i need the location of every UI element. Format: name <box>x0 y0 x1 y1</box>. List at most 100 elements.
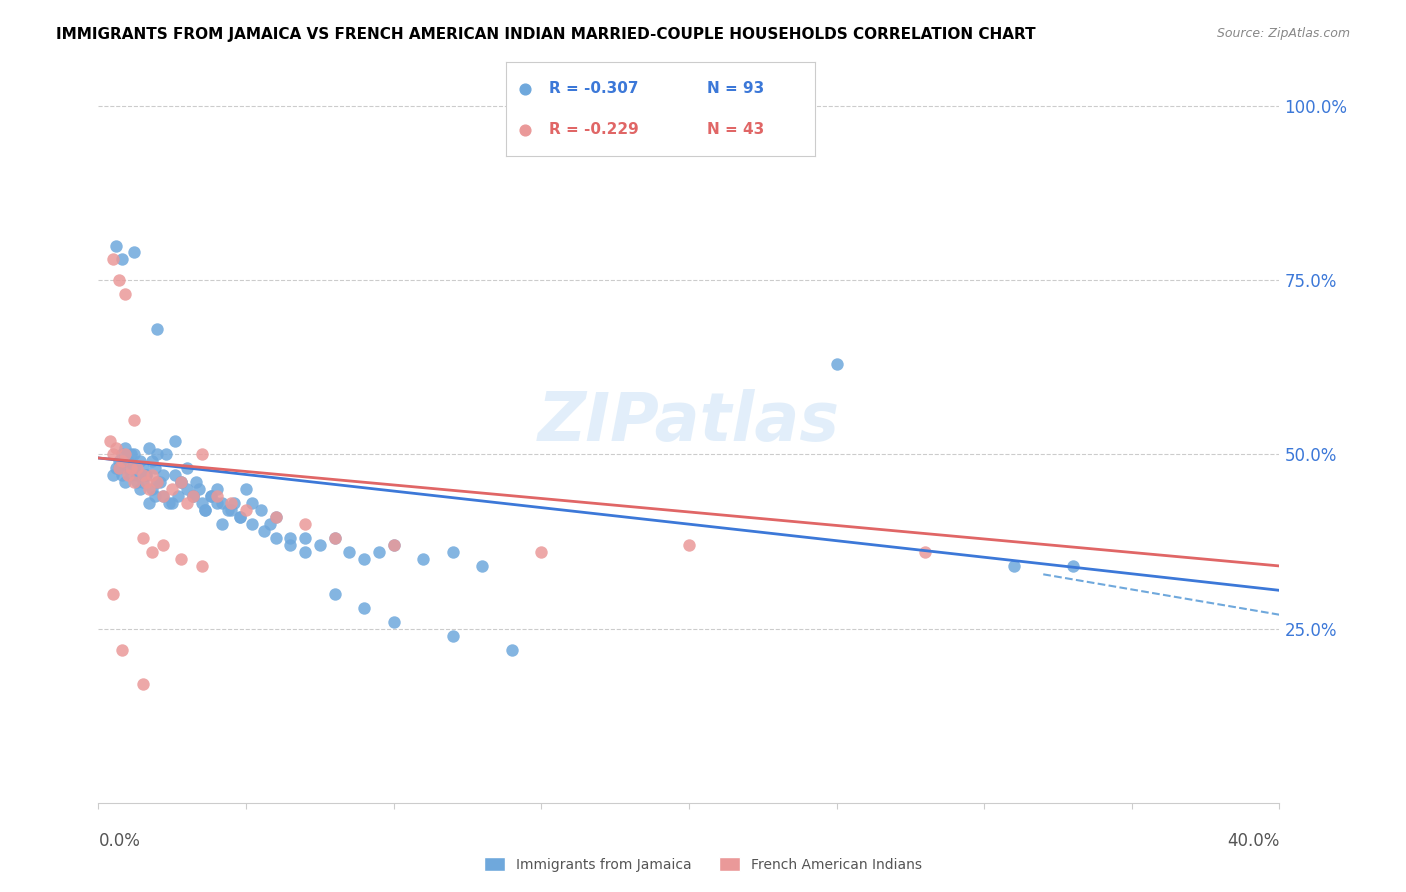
Point <box>103 468 125 483</box>
Point <box>143 461 166 475</box>
Point <box>253 524 276 538</box>
Point <box>132 461 155 475</box>
Point <box>194 503 217 517</box>
Point <box>170 475 193 490</box>
Point <box>117 454 139 468</box>
Point <box>219 496 242 510</box>
Point <box>111 468 134 483</box>
Point <box>323 531 346 545</box>
Point <box>141 483 163 497</box>
Point <box>138 483 160 497</box>
Point <box>165 468 187 483</box>
Point <box>441 545 464 559</box>
Point <box>114 448 136 462</box>
Point <box>111 642 134 657</box>
Point <box>146 475 169 490</box>
Point <box>108 454 131 468</box>
Point <box>141 454 163 468</box>
Point <box>382 615 405 629</box>
Point <box>235 483 257 497</box>
Point <box>219 503 242 517</box>
Point <box>111 454 134 468</box>
Point <box>138 441 160 455</box>
Point <box>135 468 157 483</box>
Point <box>152 489 174 503</box>
Point <box>152 538 174 552</box>
Point <box>530 545 553 559</box>
Point <box>294 517 316 532</box>
Point <box>240 496 263 510</box>
Point <box>152 489 174 503</box>
Point <box>122 412 145 426</box>
Point <box>128 454 150 468</box>
Point <box>353 600 375 615</box>
Point <box>323 531 346 545</box>
Point <box>176 461 198 475</box>
Point <box>143 489 166 503</box>
Point <box>117 468 139 483</box>
Point <box>205 489 228 503</box>
Text: N = 93: N = 93 <box>707 81 765 96</box>
Point <box>368 545 391 559</box>
Point <box>120 468 142 483</box>
Point <box>170 475 193 490</box>
Point <box>125 475 148 490</box>
Text: ZIPatlas: ZIPatlas <box>538 390 839 456</box>
Point <box>191 448 214 462</box>
Point <box>170 475 193 490</box>
Point <box>200 489 222 503</box>
Point <box>323 587 346 601</box>
Text: 40.0%: 40.0% <box>1227 832 1279 850</box>
Point <box>176 483 198 497</box>
Point <box>264 510 287 524</box>
Point <box>339 545 360 559</box>
Point <box>125 461 148 475</box>
Point <box>162 496 183 510</box>
Point <box>157 496 180 510</box>
Point <box>114 475 136 490</box>
Point <box>278 538 302 552</box>
Point <box>105 238 128 252</box>
Point <box>382 538 405 552</box>
Point <box>200 489 222 503</box>
Point <box>184 475 207 490</box>
Text: R = -0.307: R = -0.307 <box>550 81 638 96</box>
Point <box>309 538 332 552</box>
Point <box>181 489 204 503</box>
Point <box>103 448 125 462</box>
Point <box>205 483 228 497</box>
Point <box>132 475 155 490</box>
Point <box>1062 558 1084 573</box>
Point <box>146 448 169 462</box>
Point <box>217 503 239 517</box>
Point <box>132 531 155 545</box>
Point <box>187 483 209 497</box>
Legend: Immigrants from Jamaica, French American Indians: Immigrants from Jamaica, French American… <box>479 853 927 876</box>
Point <box>205 496 228 510</box>
Point <box>155 448 177 462</box>
Point <box>146 475 169 490</box>
Point <box>108 461 131 475</box>
Point <box>825 357 848 371</box>
Point <box>111 252 134 267</box>
Text: Source: ZipAtlas.com: Source: ZipAtlas.com <box>1216 27 1350 40</box>
Point <box>224 496 246 510</box>
Point <box>914 545 936 559</box>
Point <box>132 677 155 691</box>
Point <box>117 461 139 475</box>
Point <box>108 273 131 287</box>
Point <box>170 552 193 566</box>
Point <box>114 287 136 301</box>
Point <box>501 642 523 657</box>
Point <box>111 448 134 462</box>
Point <box>103 587 125 601</box>
Point <box>678 538 700 552</box>
Point <box>132 468 155 483</box>
Point <box>122 245 145 260</box>
Point <box>122 448 145 462</box>
Point <box>235 503 257 517</box>
Point <box>278 531 302 545</box>
Point <box>141 545 163 559</box>
Point <box>211 517 233 532</box>
Point <box>103 252 125 267</box>
